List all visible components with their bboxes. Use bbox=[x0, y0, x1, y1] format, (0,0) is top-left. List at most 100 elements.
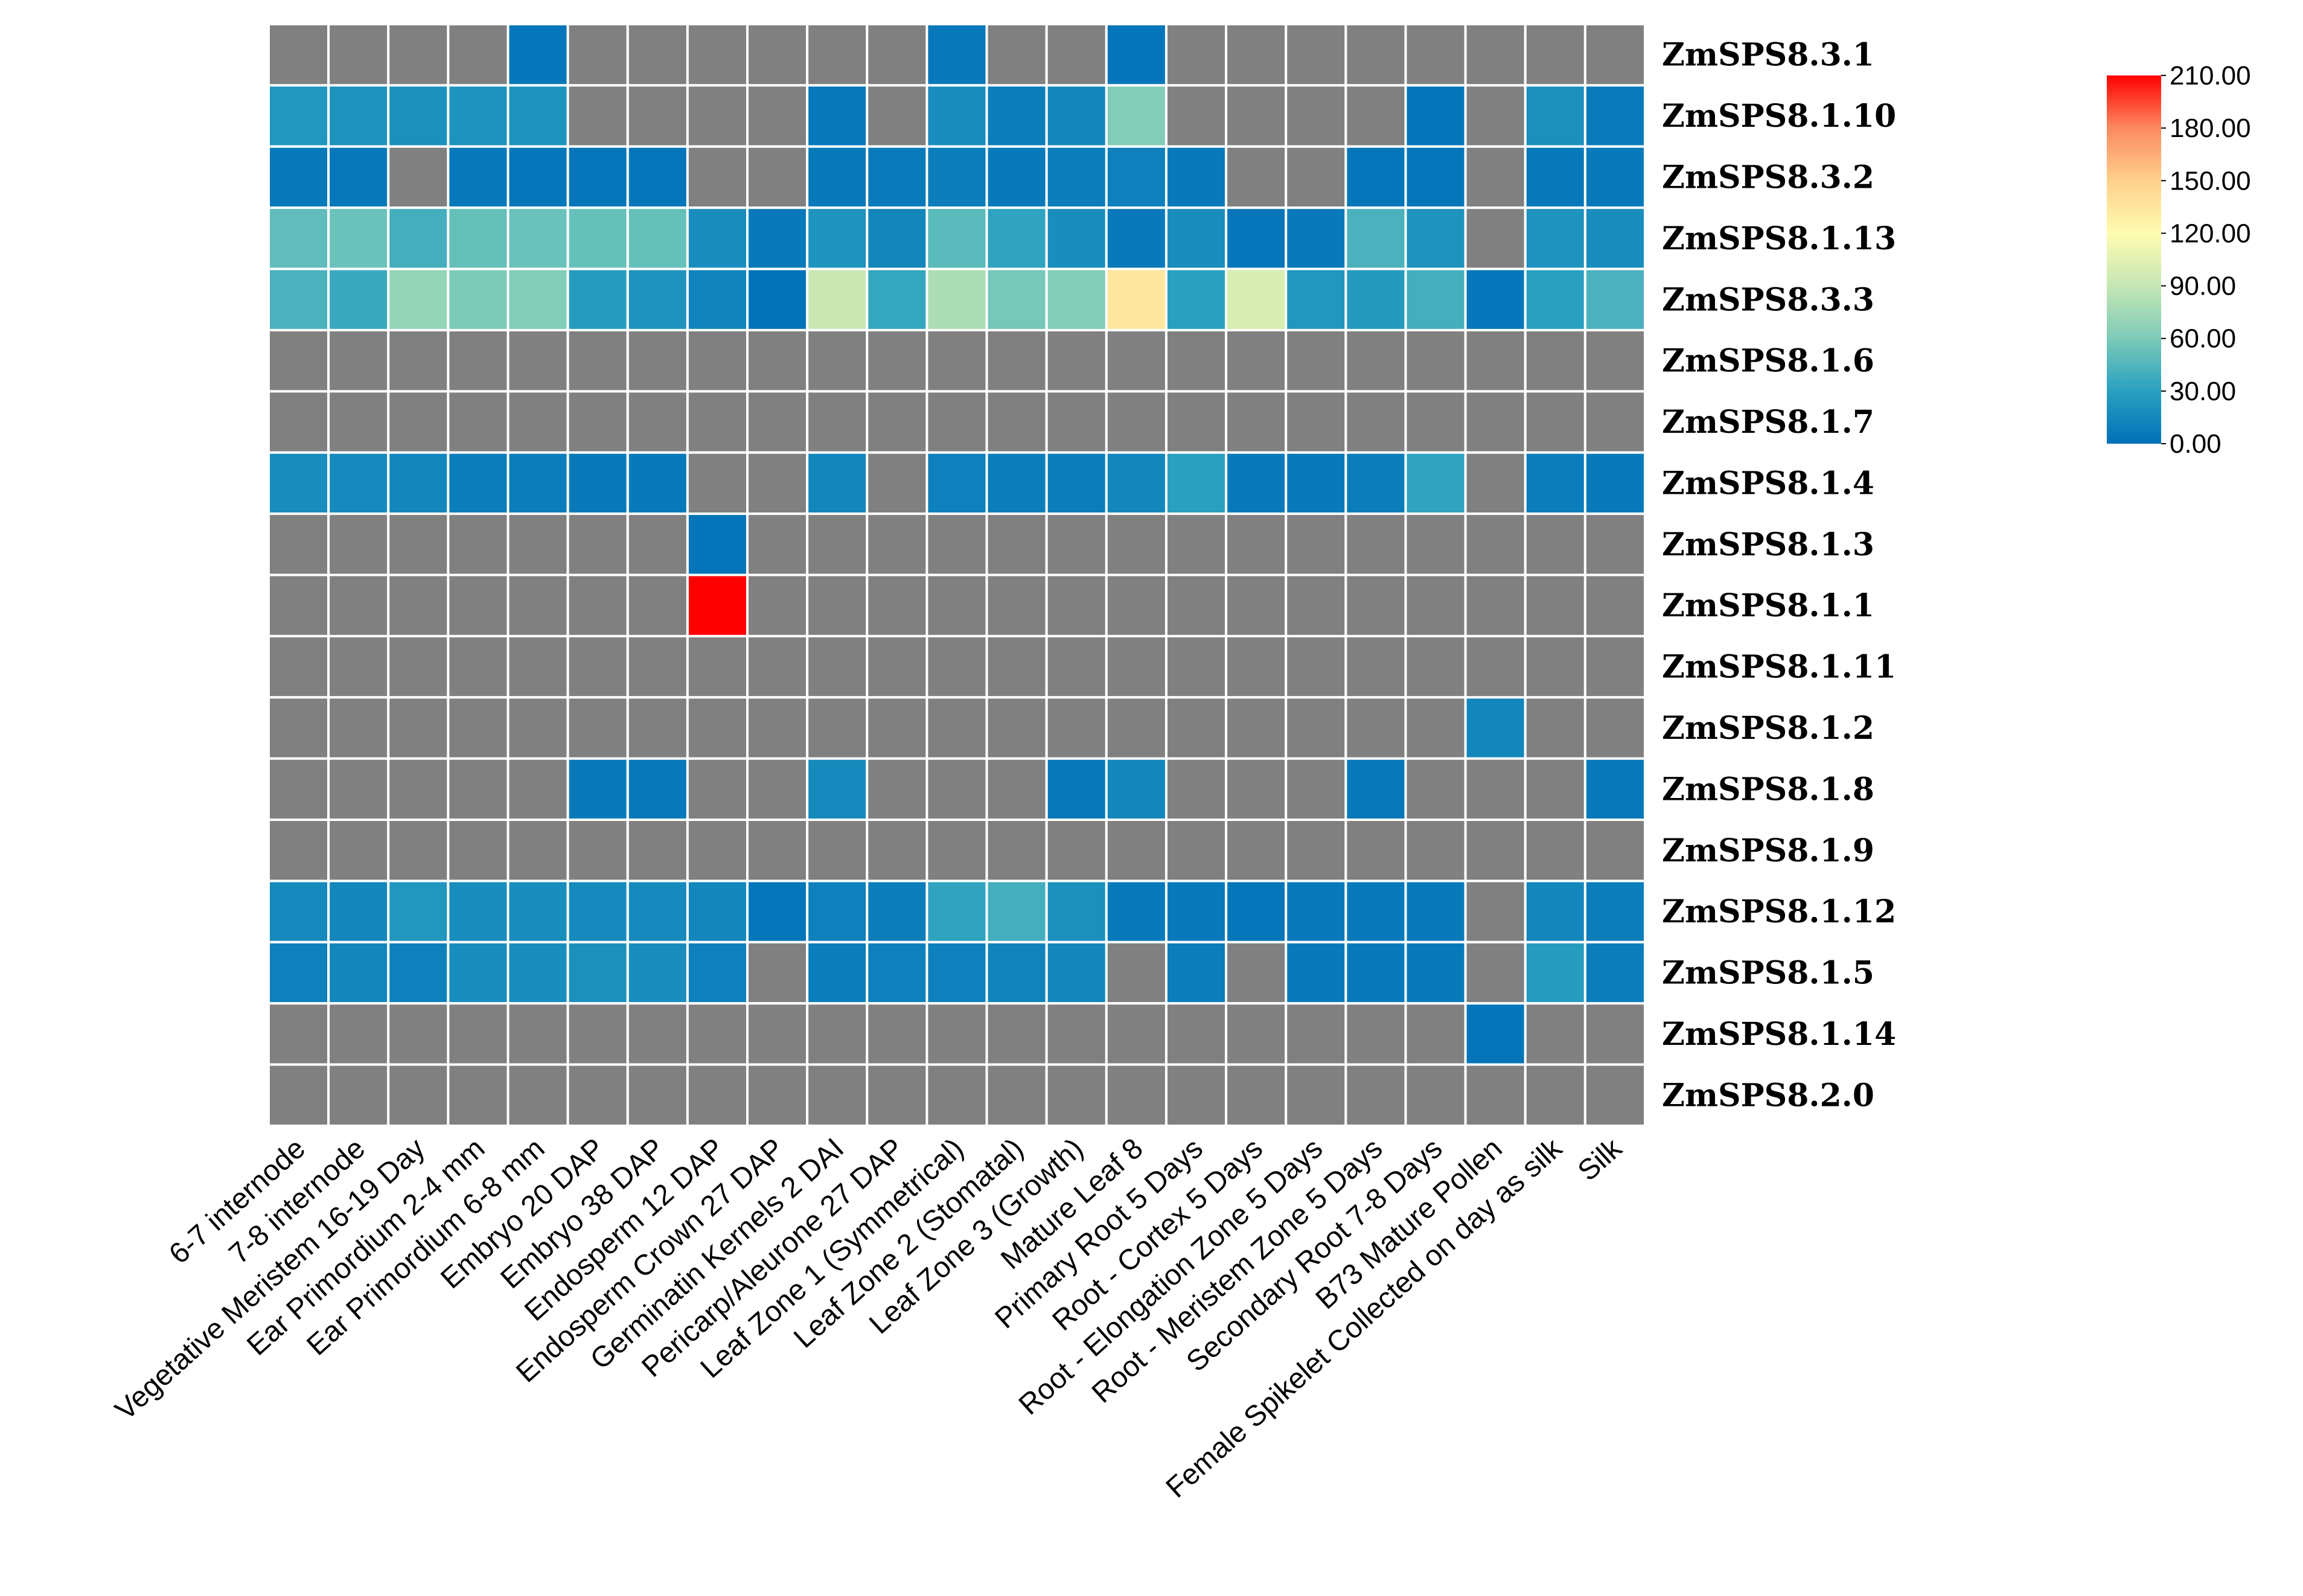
heatmap-cell bbox=[1524, 267, 1586, 331]
heatmap-cell bbox=[1285, 1002, 1347, 1066]
row-label: ZmSPS8.1.8 bbox=[1662, 771, 1874, 808]
heatmap-cell bbox=[1404, 696, 1467, 760]
row-label: ZmSPS8.3.2 bbox=[1662, 159, 1874, 196]
colorbar-tick-label: 30.00 bbox=[2170, 377, 2236, 406]
heatmap-cell bbox=[1344, 819, 1407, 883]
heatmap-cell bbox=[447, 819, 509, 883]
heatmap-cell bbox=[267, 512, 330, 576]
heatmap-cell bbox=[806, 145, 869, 209]
heatmap-cell bbox=[806, 23, 869, 87]
heatmap-cell bbox=[1225, 328, 1288, 393]
heatmap-cell bbox=[806, 634, 869, 699]
heatmap-cell bbox=[746, 145, 809, 209]
colorbar-tick-label: 60.00 bbox=[2170, 324, 2236, 354]
heatmap-cell bbox=[1045, 390, 1108, 454]
heatmap-cell bbox=[1404, 757, 1467, 822]
heatmap-cell bbox=[1404, 84, 1467, 148]
heatmap-cells bbox=[267, 23, 1647, 1127]
heatmap-cell bbox=[985, 390, 1048, 454]
heatmap-cell bbox=[925, 1063, 988, 1127]
heatmap-cell bbox=[1225, 206, 1288, 270]
heatmap-cell bbox=[1105, 757, 1167, 822]
heatmap-cell bbox=[626, 1002, 689, 1066]
heatmap-cell bbox=[626, 390, 689, 454]
heatmap-cell bbox=[327, 1063, 390, 1127]
heatmap-cell bbox=[1344, 267, 1407, 331]
heatmap-cell bbox=[1105, 23, 1167, 87]
heatmap-cell bbox=[506, 879, 569, 943]
heatmap-cell bbox=[1164, 819, 1228, 883]
heatmap-cell bbox=[686, 634, 749, 699]
heatmap-cell bbox=[1045, 573, 1108, 637]
heatmap-cell bbox=[1464, 940, 1527, 1005]
heatmap-cell bbox=[1285, 512, 1347, 576]
heatmap-cell bbox=[746, 206, 809, 270]
heatmap-cell bbox=[626, 206, 689, 270]
heatmap-cell bbox=[1524, 573, 1586, 637]
heatmap-cell bbox=[327, 390, 390, 454]
heatmap-cell bbox=[925, 512, 988, 576]
heatmap-cell bbox=[327, 328, 390, 393]
heatmap-cell bbox=[1105, 512, 1167, 576]
heatmap-cell bbox=[1583, 1063, 1647, 1127]
heatmap-cell bbox=[267, 206, 330, 270]
heatmap-cell bbox=[866, 145, 928, 209]
heatmap-cell bbox=[387, 696, 450, 760]
heatmap-cell bbox=[387, 940, 450, 1005]
heatmap-cell bbox=[1464, 1002, 1527, 1066]
heatmap-cell bbox=[1524, 757, 1586, 822]
heatmap-cell bbox=[1105, 390, 1167, 454]
heatmap-cell bbox=[686, 573, 749, 637]
heatmap-cell bbox=[1583, 757, 1647, 822]
heatmap-cell bbox=[806, 1063, 869, 1127]
heatmap-cell bbox=[1225, 145, 1288, 209]
heatmap-cell bbox=[387, 267, 450, 331]
heatmap-cell bbox=[506, 451, 569, 516]
heatmap-cell bbox=[985, 696, 1048, 760]
heatmap-cell bbox=[1225, 879, 1288, 943]
heatmap-cell bbox=[1344, 573, 1407, 637]
row-label: ZmSPS8.1.11 bbox=[1662, 649, 1896, 686]
heatmap-cell bbox=[1344, 512, 1407, 576]
heatmap-cell bbox=[626, 512, 689, 576]
heatmap-cell bbox=[1105, 940, 1167, 1005]
heatmap-cell bbox=[686, 757, 749, 822]
heatmap-cell bbox=[1464, 1063, 1527, 1127]
heatmap-cell bbox=[1164, 206, 1228, 270]
heatmap-cell bbox=[1285, 84, 1347, 148]
heatmap-cell bbox=[387, 145, 450, 209]
heatmap-cell bbox=[1524, 23, 1586, 87]
heatmap-cell bbox=[1464, 512, 1527, 576]
heatmap-cell bbox=[387, 390, 450, 454]
heatmap-cell bbox=[327, 206, 390, 270]
heatmap-cell bbox=[1344, 940, 1407, 1005]
heatmap-cell bbox=[1583, 145, 1647, 209]
heatmap-cell bbox=[866, 940, 928, 1005]
heatmap-cell bbox=[1524, 145, 1586, 209]
heatmap-cell bbox=[985, 819, 1048, 883]
heatmap-cell bbox=[1524, 451, 1586, 516]
heatmap-cell bbox=[506, 757, 569, 822]
heatmap-cell bbox=[1225, 512, 1288, 576]
heatmap-cell bbox=[1464, 145, 1527, 209]
heatmap-cell bbox=[566, 879, 629, 943]
heatmap-cell bbox=[866, 451, 928, 516]
heatmap-cell bbox=[1344, 634, 1407, 699]
heatmap-cell bbox=[387, 634, 450, 699]
heatmap-cell bbox=[1225, 84, 1288, 148]
heatmap-cell bbox=[1045, 267, 1108, 331]
heatmap-cell bbox=[1164, 634, 1228, 699]
heatmap-cell bbox=[806, 84, 869, 148]
heatmap-cell bbox=[1344, 145, 1407, 209]
heatmap-cell bbox=[1404, 819, 1467, 883]
heatmap-cell bbox=[985, 206, 1048, 270]
heatmap-cell bbox=[1344, 84, 1407, 148]
heatmap-cell bbox=[806, 267, 869, 331]
heatmap-cell bbox=[866, 206, 928, 270]
heatmap-cell bbox=[1045, 757, 1108, 822]
heatmap-cell bbox=[566, 23, 629, 87]
heatmap-cell bbox=[806, 940, 869, 1005]
heatmap-cell bbox=[447, 1063, 509, 1127]
heatmap-cell bbox=[1225, 634, 1288, 699]
heatmap-cell bbox=[327, 696, 390, 760]
